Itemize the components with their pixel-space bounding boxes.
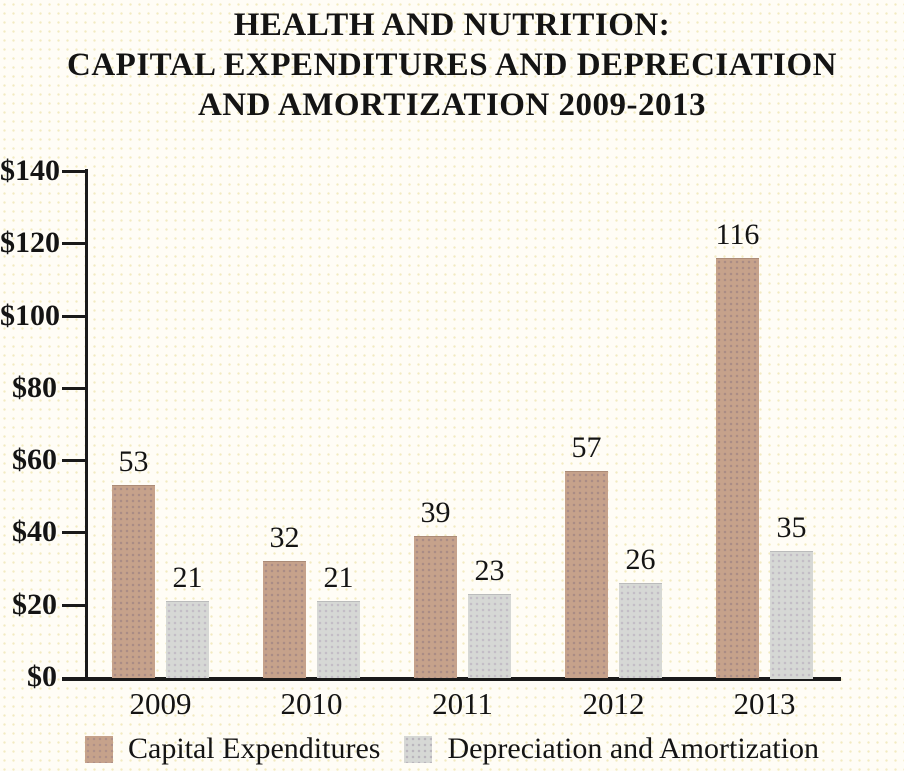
y-axis-tick-20 [62, 604, 88, 607]
x-axis-label-2010: 2010 [280, 686, 343, 721]
x-axis-line [62, 677, 841, 681]
bar-depreciation-amortization-2010 [317, 601, 360, 678]
legend-item-depreciation-amortization: Depreciation and Amortization [404, 733, 819, 765]
bar-capital-expenditures-2009 [112, 485, 155, 678]
x-axis-label-2013: 2013 [733, 686, 796, 721]
bar-value-capital-expenditures-2010: 32 [269, 521, 300, 554]
legend: Capital Expenditures Depreciation and Am… [85, 733, 819, 765]
y-axis-line [85, 169, 88, 679]
y-axis-label-140: $140 [0, 154, 60, 187]
bar-depreciation-amortization-2011 [468, 594, 511, 678]
y-axis-label-0: $0 [27, 660, 57, 693]
bar-value-depreciation-amortization-2012: 26 [625, 543, 656, 576]
bar-depreciation-amortization-2013 [770, 551, 813, 679]
y-axis-label-20: $20 [12, 588, 57, 621]
x-axis-label-2012: 2012 [582, 686, 645, 721]
bar-depreciation-amortization-2012 [619, 583, 662, 678]
y-axis-label-100: $100 [0, 299, 60, 332]
chart-title-line-3: AND AMORTIZATION 2009-2013 [197, 87, 707, 123]
y-axis-tick-80 [62, 387, 88, 390]
x-axis-label-2009: 2009 [129, 686, 192, 721]
legend-item-capital-expenditures: Capital Expenditures [85, 733, 380, 765]
y-axis-label-80: $80 [12, 371, 57, 404]
bar-value-capital-expenditures-2012: 57 [571, 431, 602, 464]
bar-capital-expenditures-2011 [414, 536, 457, 678]
bar-value-capital-expenditures-2011: 39 [420, 496, 451, 529]
legend-swatch-depreciation-amortization [404, 735, 433, 763]
bar-value-capital-expenditures-2013: 116 [715, 218, 760, 251]
y-axis-tick-40 [62, 531, 88, 534]
y-axis-tick-120 [62, 242, 88, 245]
bar-capital-expenditures-2012 [565, 471, 608, 678]
y-axis-label-120: $120 [0, 226, 60, 259]
legend-label-capital-expenditures: Capital Expenditures [128, 732, 381, 765]
bar-capital-expenditures-2013 [716, 258, 759, 678]
bar-depreciation-amortization-2009 [166, 601, 209, 678]
legend-label-depreciation-amortization: Depreciation and Amortization [447, 732, 819, 765]
y-axis-label-40: $40 [12, 515, 57, 548]
legend-swatch-capital-expenditures [85, 735, 113, 763]
chart-title-line-1: HEALTH AND NUTRITION: [233, 7, 671, 43]
bar-value-capital-expenditures-2009: 53 [118, 445, 149, 478]
y-axis-tick-60 [62, 459, 88, 462]
y-axis-tick-100 [62, 315, 88, 318]
bar-value-depreciation-amortization-2009: 21 [172, 561, 203, 594]
bar-value-depreciation-amortization-2010: 21 [323, 561, 354, 594]
bar-value-depreciation-amortization-2013: 35 [776, 511, 807, 544]
y-axis-tick-140 [62, 170, 88, 173]
chart-title: HEALTH AND NUTRITION: CAPITAL EXPENDITUR… [0, 5, 904, 125]
y-axis-label-60: $60 [12, 443, 57, 476]
bar-value-depreciation-amortization-2011: 23 [474, 554, 505, 587]
bar-capital-expenditures-2010 [263, 561, 306, 678]
chart-title-line-2: CAPITAL EXPENDITURES AND DEPRECIATION [67, 47, 837, 83]
x-axis-label-2011: 2011 [432, 686, 493, 721]
